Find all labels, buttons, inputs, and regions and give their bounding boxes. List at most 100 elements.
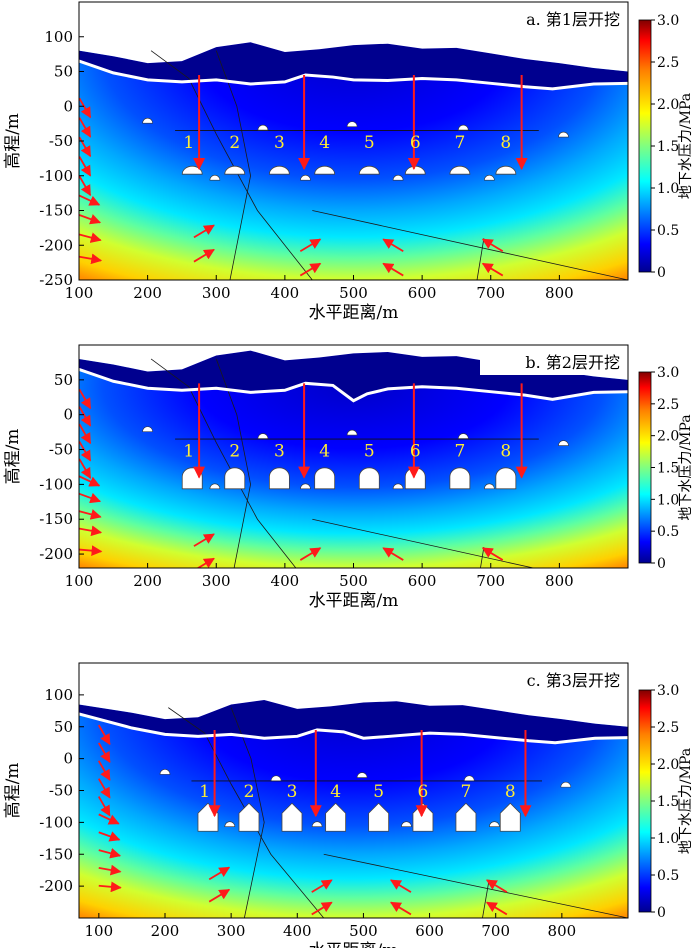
tunnel-label: 1	[183, 133, 194, 153]
cavern-8	[495, 467, 517, 490]
flow-arrow	[196, 557, 215, 568]
drainage-tunnel	[558, 440, 569, 446]
cavern-2	[224, 165, 246, 175]
y-tick-label: 0	[63, 406, 73, 424]
flow-arrow	[79, 156, 92, 177]
tunnel-label: 1	[199, 782, 210, 802]
drainage-tunnel	[346, 429, 358, 436]
cavern-7	[449, 467, 471, 490]
y-tick-label: -50	[49, 441, 73, 459]
cavern-7	[455, 802, 477, 832]
drainage-tunnel	[142, 117, 153, 124]
flow-arrow	[390, 901, 412, 916]
fault-line	[312, 518, 536, 568]
colorbar-title: 地下水压力/MPa	[678, 93, 694, 199]
flow-arrow	[79, 423, 92, 445]
y-tick-label: 50	[54, 718, 73, 736]
y-tick-label: -150	[39, 845, 73, 863]
tunnel-label: 3	[274, 442, 285, 462]
y-tick-label: -100	[39, 813, 73, 831]
panel-title-bg	[480, 6, 624, 32]
x-tick-label: 800	[545, 284, 574, 302]
flow-arrow	[311, 901, 333, 916]
panel-title-bg	[480, 667, 624, 693]
drainage-tunnel	[457, 124, 469, 131]
drainage-tunnel	[356, 772, 368, 778]
fault-line	[230, 707, 265, 918]
unsaturated-zone	[79, 42, 628, 89]
y-tick-label: -250	[39, 271, 73, 289]
x-tick-label: 100	[65, 284, 94, 302]
cavern-3	[268, 467, 290, 490]
y-tick-label: -50	[49, 782, 73, 800]
tunnel-label: 8	[500, 133, 511, 153]
flow-arrow	[98, 813, 120, 825]
pressure-field	[79, 663, 628, 918]
small-tunnel	[489, 821, 500, 827]
drainage-tunnel	[257, 433, 269, 439]
tunnel-label: 7	[454, 133, 465, 153]
flow-arrow	[299, 238, 322, 253]
cavern-5	[368, 802, 390, 832]
colorbar-tick-label: 0	[657, 265, 666, 281]
drainage-tunnel	[560, 781, 572, 788]
x-axis-label: 水平距离/m	[309, 591, 399, 611]
pressure-field	[79, 345, 628, 568]
x-tick-label: 800	[548, 922, 577, 940]
cavern-2	[238, 802, 260, 832]
small-tunnel	[392, 174, 404, 181]
flow-arrow	[485, 901, 508, 916]
x-tick-label: 200	[133, 572, 162, 590]
x-tick-label: 700	[476, 284, 505, 302]
flow-arrow	[97, 724, 111, 746]
x-axis-label: 水平距离/m	[309, 303, 399, 323]
drainage-tunnel	[463, 775, 475, 782]
colorbar-tick-label: 3.0	[657, 683, 679, 699]
flow-arrow	[193, 224, 215, 239]
y-tick-label: -50	[49, 132, 73, 150]
water-table-line	[79, 367, 628, 403]
flow-arrow	[98, 848, 122, 859]
colorbar-tick-label: 1.0	[657, 181, 679, 197]
tunnel-label: 5	[364, 133, 375, 153]
x-tick-label: 100	[85, 922, 114, 940]
flow-arrow	[79, 509, 102, 520]
flow-arrow	[79, 545, 103, 556]
flow-arrow	[97, 796, 111, 817]
small-tunnel	[300, 483, 311, 490]
tunnel-label: 8	[505, 782, 516, 802]
y-tick-label: -100	[39, 475, 73, 493]
x-tick-label: 700	[481, 922, 510, 940]
flow-arrow	[98, 864, 122, 876]
tunnel-label: 8	[500, 442, 511, 462]
x-tick-label: 300	[202, 572, 231, 590]
drainage-tunnel	[142, 426, 153, 432]
colorbar-tick-label: 2.5	[657, 397, 679, 413]
flow-arrow	[481, 238, 504, 253]
flow-arrow	[79, 475, 101, 487]
drainage-tunnel	[159, 769, 171, 775]
colorbar-tick-label: 0	[657, 556, 666, 572]
flow-arrow	[208, 888, 231, 903]
colorbar-title: 地下水压力/MPa	[678, 414, 694, 520]
flow-arrow	[97, 778, 111, 799]
tunnel-label: 4	[319, 133, 330, 153]
colorbar	[638, 689, 652, 913]
pressure-field	[79, 2, 628, 280]
flow-arrow	[311, 879, 333, 893]
cavern-5	[358, 165, 380, 175]
flow-arrow	[97, 742, 111, 763]
colorbar-tick-label: 2.5	[657, 55, 679, 71]
tunnel-label: 4	[319, 442, 330, 462]
small-tunnel	[484, 483, 495, 490]
colorbar-tick-label: 1.5	[657, 461, 679, 477]
colorbar-tick-label: 1.5	[657, 794, 679, 810]
flow-arrow	[390, 879, 412, 893]
tunnel-label: 7	[454, 442, 465, 462]
x-tick-label: 400	[271, 284, 300, 302]
cavern-8	[499, 802, 521, 832]
x-tick-label: 400	[283, 922, 312, 940]
flow-arrow	[79, 136, 92, 158]
x-tick-label: 600	[408, 284, 437, 302]
